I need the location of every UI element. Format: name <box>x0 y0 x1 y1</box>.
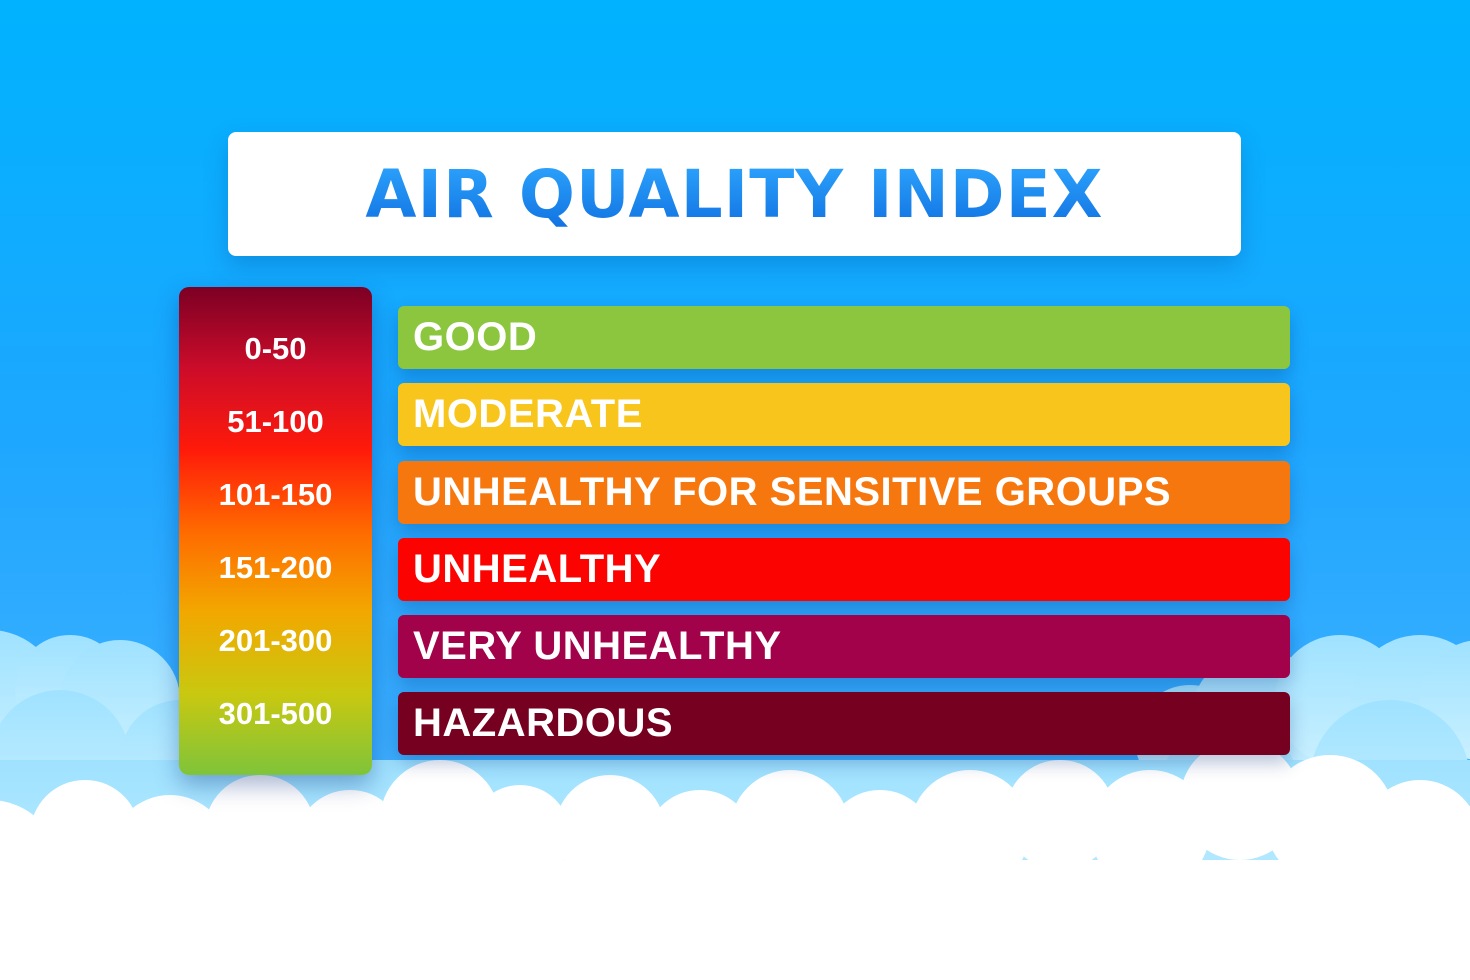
title-card: AIR QUALITY INDEX <box>228 132 1241 256</box>
category-label: GOOD <box>413 315 538 359</box>
category-bar-unhealthy-sensitive: UNHEALTHY FOR SENSITIVE GROUPS <box>398 461 1290 524</box>
scale-label-5: 301-500 <box>218 696 333 731</box>
category-label: VERY UNHEALTHY <box>413 624 782 668</box>
category-label: MODERATE <box>413 392 643 436</box>
category-label: UNHEALTHY <box>413 547 662 591</box>
front-cloud-layer <box>0 740 1470 980</box>
category-label: UNHEALTHY FOR SENSITIVE GROUPS <box>413 470 1172 514</box>
scale-label-3: 151-200 <box>218 550 333 585</box>
category-bar-good: GOOD <box>398 306 1290 369</box>
aqi-range-scale: 0-50 51-100 101-150 151-200 201-300 301-… <box>179 287 372 775</box>
scale-label-2: 101-150 <box>218 477 333 512</box>
category-bar-very-unhealthy: VERY UNHEALTHY <box>398 615 1290 678</box>
scale-label-1: 51-100 <box>227 404 324 439</box>
category-bar-unhealthy: UNHEALTHY <box>398 538 1290 601</box>
category-bar-hazardous: HAZARDOUS <box>398 692 1290 755</box>
category-bar-moderate: MODERATE <box>398 383 1290 446</box>
scale-label-0: 0-50 <box>244 331 307 366</box>
scale-label-4: 201-300 <box>218 623 333 658</box>
category-label: HAZARDOUS <box>413 701 674 745</box>
page-title: AIR QUALITY INDEX <box>365 155 1104 233</box>
